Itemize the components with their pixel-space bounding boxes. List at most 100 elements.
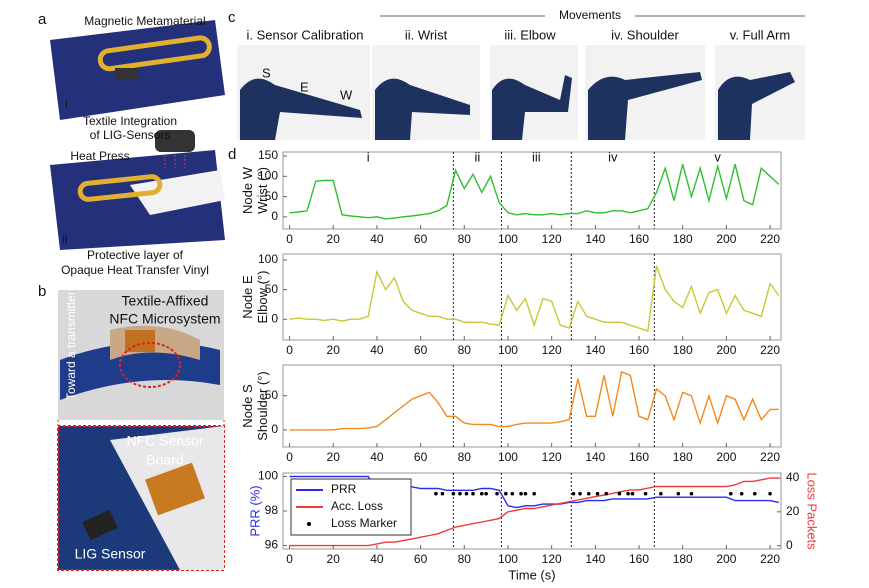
panel-label: d [228,146,236,163]
data-line [289,370,779,431]
x-tick-label: 0 [286,343,293,357]
loss-marker [495,491,499,496]
loss-marker [451,491,456,496]
legend-label: Acc. Loss [331,499,383,513]
x-tick-label: 100 [498,343,518,357]
x-tick-label: 100 [498,232,518,246]
y2-tick-label: 0 [786,538,793,552]
x-tick-label: 80 [458,450,472,464]
loss-marker [578,491,582,496]
x-tick-label: 140 [585,552,605,566]
plot-frame [282,151,782,230]
loss-marker [440,491,445,496]
annotation: NFC Microsystem [109,311,220,327]
x-tick-label: 220 [760,343,780,357]
loss-marker [464,491,469,496]
y-tick-label: 100 [258,469,278,483]
loss-marker [739,491,744,496]
y-tick-label: 98 [265,503,279,517]
loss-marker [626,491,630,496]
annotation: NFC Sensor [126,433,203,449]
x-tick-label: 60 [414,450,428,464]
x-tick-label: 80 [458,343,472,357]
x-tick-label: 80 [458,552,472,566]
loss-marker [768,491,772,496]
x-tick-label: 20 [327,343,341,357]
data-line [289,163,780,220]
x-tick-label: 20 [327,232,341,246]
loss-marker [617,491,622,496]
y-tick-label: 96 [265,538,279,552]
loss-marker [479,491,484,496]
section-title: Movements [559,8,621,22]
x-tick-label: 60 [414,343,428,357]
phase-label: i [367,149,370,164]
y-tick-label: 100 [258,252,278,266]
loss-marker [484,491,488,496]
x-tick-label: 40 [370,232,384,246]
annotation: Heat Press [70,149,129,163]
y-tick-label: 150 [258,148,278,162]
x-tick-label: 140 [585,450,605,464]
loss-marker [510,491,515,496]
node-label: E [300,79,309,94]
x-tick-label: 0 [286,450,293,464]
annotation: LIG Sensor [75,546,146,562]
x-tick-label: 200 [716,450,736,464]
panel-label: b [38,283,46,300]
y-tick-label: 50 [265,189,279,203]
y-tick-label: 50 [265,388,279,402]
panel-a-art [50,20,225,250]
legend-swatch [307,522,311,526]
panel-b-art [57,290,225,571]
x-tick-label: 220 [760,450,780,464]
loss-marker [752,491,757,496]
y-axis-label: Elbow (°) [255,271,270,324]
x-tick-label: 120 [542,552,562,566]
annotation: Toward a transmitter [64,291,78,400]
loss-marker [630,491,635,496]
y-tick-label: 50 [265,282,279,296]
x-tick-label: 120 [542,450,562,464]
x-tick-label: 200 [716,232,736,246]
x-tick-label: 40 [370,552,384,566]
x-tick-label: 200 [716,552,736,566]
x-tick-label: 160 [629,343,649,357]
loss-marker [728,491,733,496]
loss-marker [643,491,648,496]
x-tick-label: 200 [716,343,736,357]
x-tick-label: 120 [542,232,562,246]
x-tick-label: 220 [760,232,780,246]
y-tick-label: 0 [271,209,278,223]
plot-frame [282,364,782,448]
x-tick-label: 80 [458,232,472,246]
loss-marker [586,491,591,496]
x-tick-label: 180 [673,232,693,246]
phase-label: v [714,149,721,164]
x-tick-label: 20 [327,552,341,566]
loss-marker [571,491,576,496]
annotation: Textile Integration [83,114,177,128]
annotation: Board [146,452,183,468]
annotation: of LIG-Sensors [90,128,171,142]
x-tick-label: 100 [498,552,518,566]
x-tick-label: 160 [629,552,649,566]
x-tick-label: 40 [370,343,384,357]
loss-marker [689,491,694,496]
y-axis-label: PRR (%) [247,485,262,536]
annotation: Protective layer of [87,248,184,262]
node-label: S [262,65,271,80]
loss-marker [532,491,536,496]
loss-marker [523,491,528,496]
phase-label: iii [532,149,541,164]
annotation: Magnetic Metamaterial [84,14,205,28]
loss-marker [595,491,600,496]
x-tick-label: 160 [629,450,649,464]
x-tick-label: 220 [760,552,780,566]
y2-axis-label: Loss Packets [805,472,820,550]
x-tick-label: 60 [414,552,428,566]
loss-marker [434,491,438,496]
loss-marker [676,491,681,496]
